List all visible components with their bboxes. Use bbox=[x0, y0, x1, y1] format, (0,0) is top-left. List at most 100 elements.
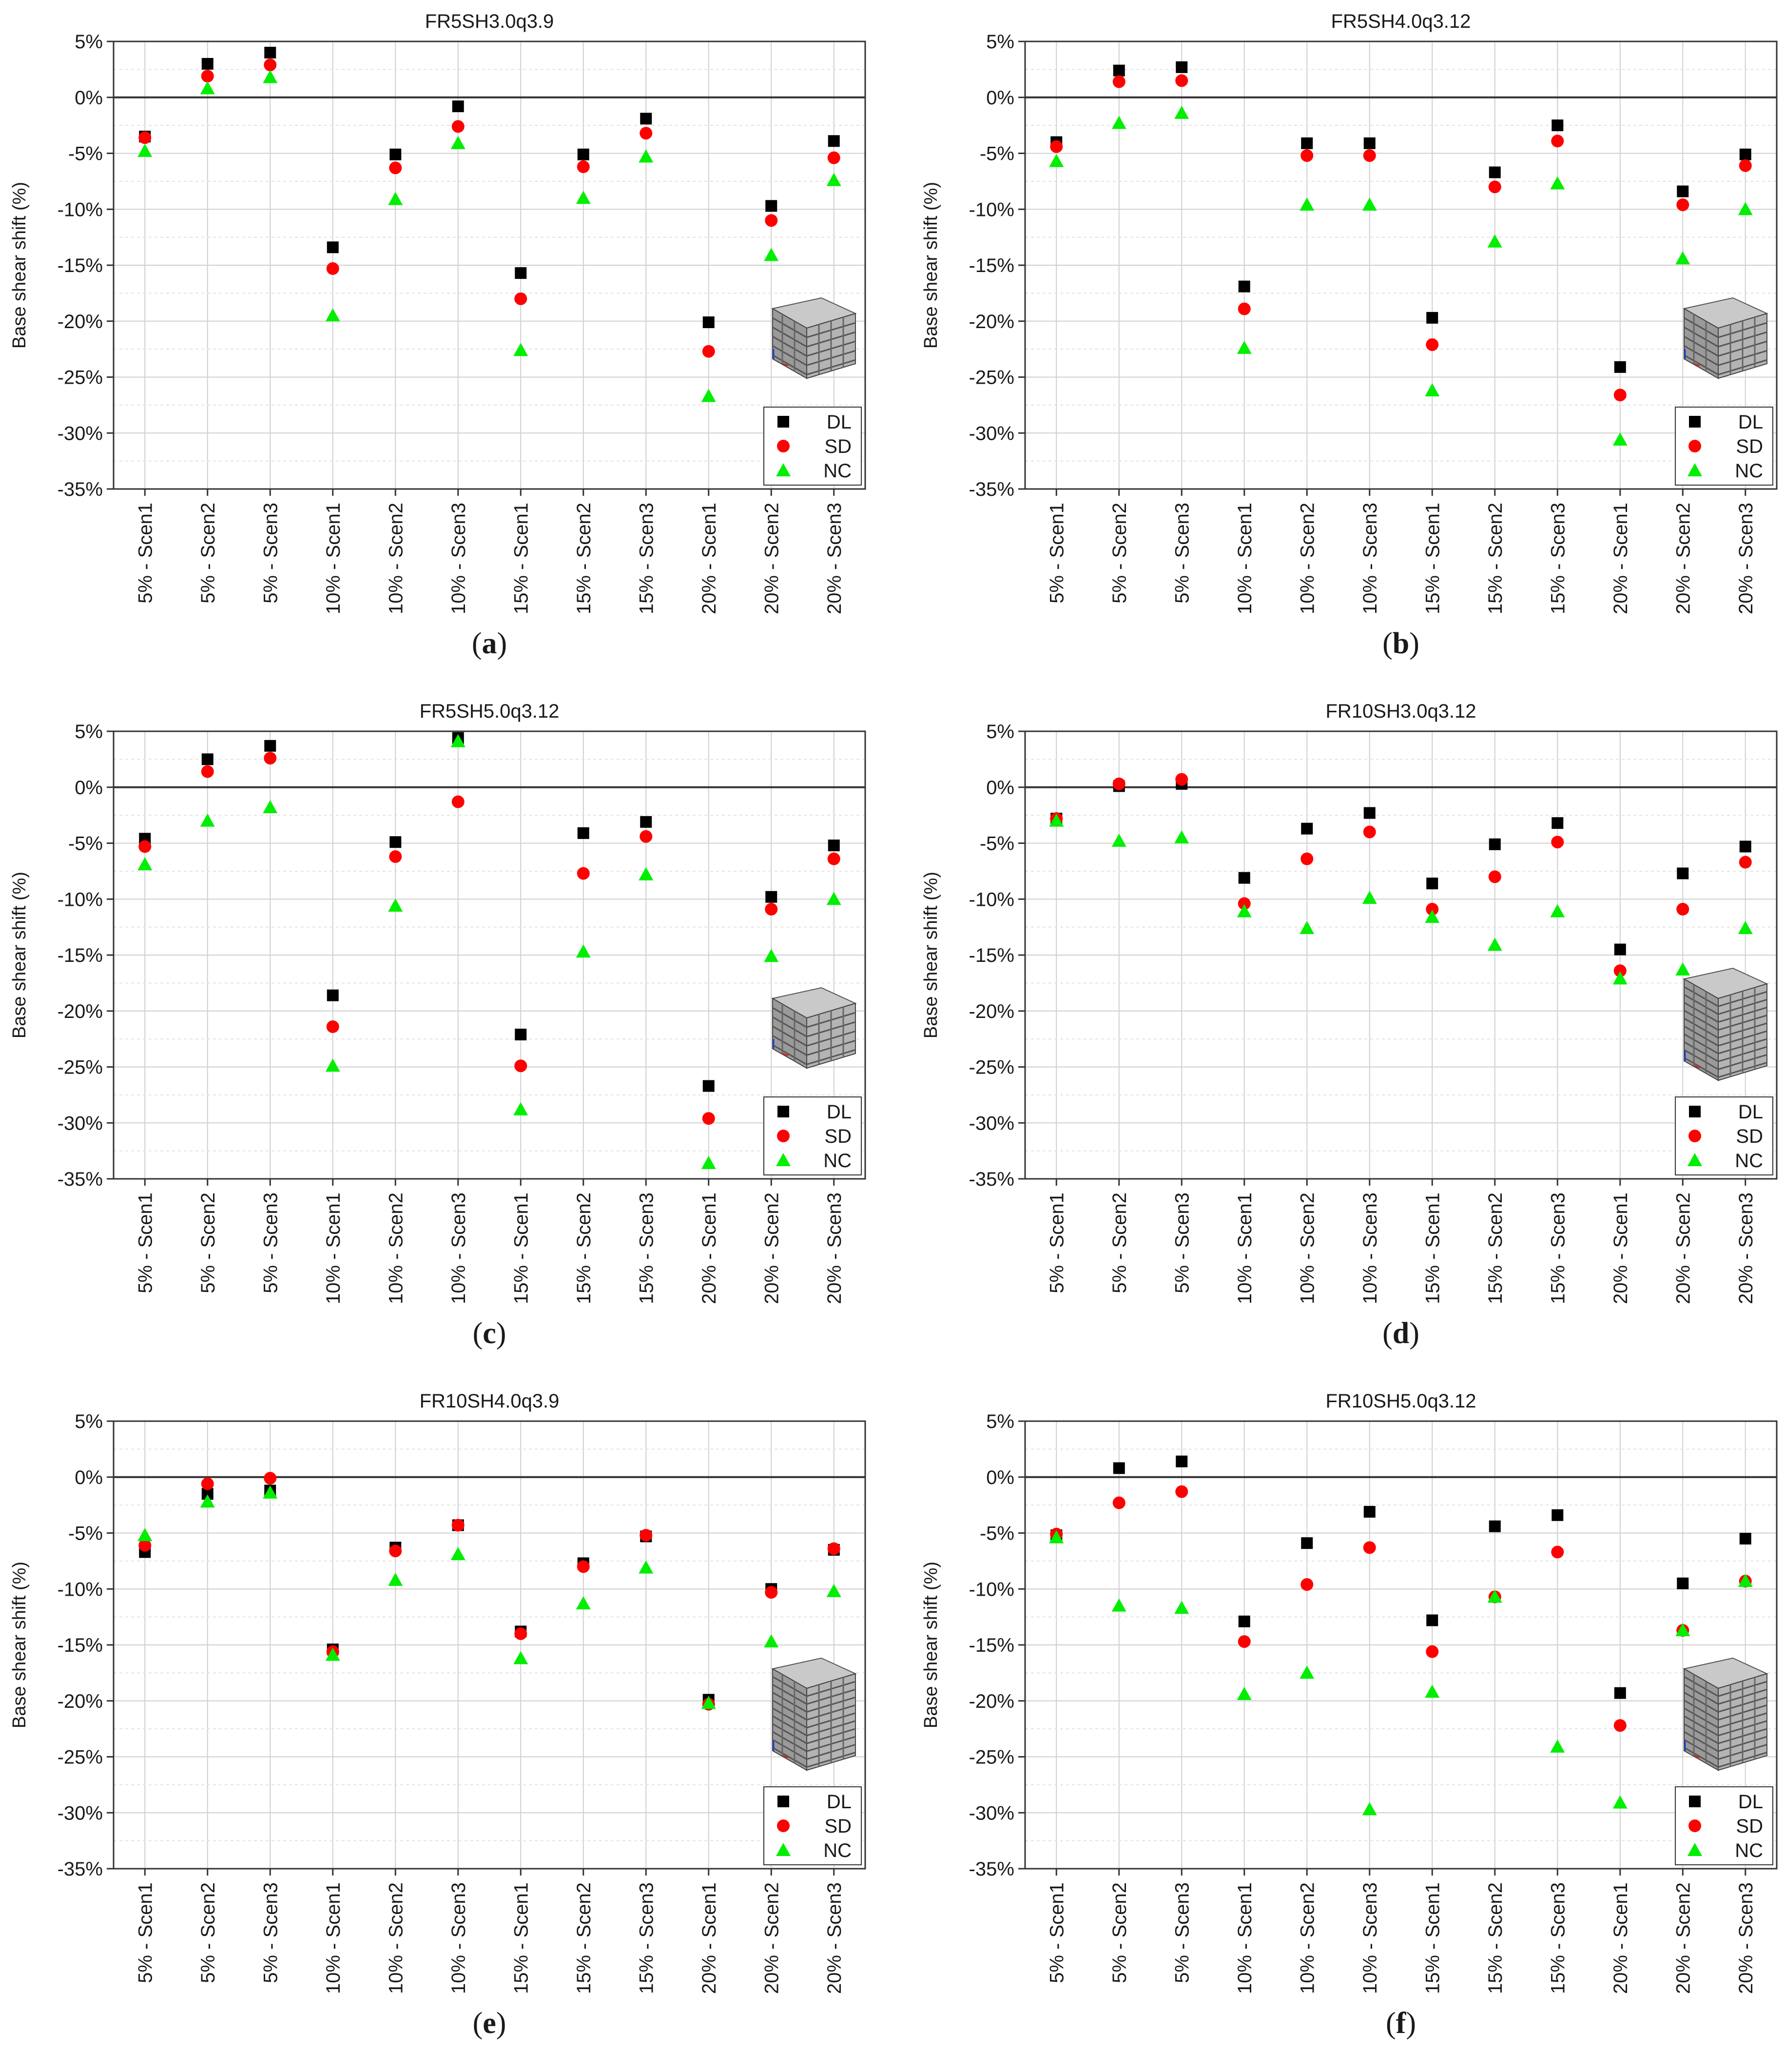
data-point-nc bbox=[200, 81, 215, 95]
data-point-nc bbox=[388, 1572, 403, 1586]
building-floor-line bbox=[772, 1692, 807, 1713]
data-point-nc bbox=[1425, 1684, 1440, 1698]
data-point-dl bbox=[1677, 185, 1689, 197]
caption-paren-open: ( bbox=[472, 627, 482, 660]
chart-panel: FR5SH4.0q3.12 5% 0% -5% -10% -15% -20% -25% -30%… bbox=[921, 11, 1778, 660]
y-tick-label: 0% bbox=[986, 87, 1014, 109]
legend-marker-sd bbox=[777, 1819, 790, 1832]
data-point-dl bbox=[264, 46, 276, 59]
y-tick-label: 0% bbox=[75, 777, 103, 799]
legend-label-sd: SD bbox=[1736, 1126, 1763, 1147]
data-point-nc bbox=[513, 1651, 528, 1664]
x-tick-label: 15% - Scen3 bbox=[1547, 1192, 1569, 1304]
data-point-dl bbox=[1489, 166, 1501, 178]
data-point-sd bbox=[1613, 389, 1627, 402]
x-tick-label: 5% - Scen2 bbox=[1109, 1192, 1130, 1293]
y-tick-label: -30% bbox=[969, 423, 1014, 444]
data-point-sd bbox=[201, 765, 214, 778]
building-floor-line bbox=[1684, 986, 1719, 1007]
x-tick-label: 15% - Scen2 bbox=[573, 1882, 595, 1994]
building-3d-icon bbox=[1683, 297, 1768, 379]
y-tick-label: -15% bbox=[969, 1635, 1014, 1656]
data-point-sd bbox=[1175, 773, 1188, 786]
axis-x-indicator bbox=[1693, 1755, 1700, 1759]
data-point-nc bbox=[200, 813, 215, 827]
x-tick-label: 5% - Scen3 bbox=[260, 1882, 281, 1983]
data-point-dl bbox=[389, 836, 402, 848]
y-tick-label: -30% bbox=[969, 1113, 1014, 1134]
data-point-sd bbox=[326, 1020, 339, 1033]
data-point-nc bbox=[764, 949, 779, 962]
building-floor-line bbox=[1684, 1707, 1719, 1729]
data-point-dl bbox=[1426, 878, 1438, 890]
building-3d-icon bbox=[1683, 1657, 1768, 1771]
caption-paren-open: ( bbox=[1382, 627, 1393, 660]
data-point-sd bbox=[138, 1539, 152, 1552]
data-point-sd bbox=[1175, 74, 1188, 87]
data-point-sd bbox=[1238, 897, 1251, 910]
data-point-dl bbox=[828, 135, 840, 147]
data-point-nc bbox=[137, 857, 153, 871]
x-tick-label: 5% - Scen1 bbox=[135, 1192, 156, 1293]
data-point-dl bbox=[452, 100, 464, 113]
data-point-sd bbox=[640, 830, 653, 843]
data-point-dl bbox=[1552, 119, 1564, 132]
data-point-sd bbox=[451, 795, 465, 808]
data-point-nc bbox=[200, 1494, 215, 1508]
data-point-sd bbox=[1112, 777, 1125, 790]
data-point-nc bbox=[1049, 813, 1064, 827]
caption-paren-close: ) bbox=[1406, 2007, 1416, 2040]
data-point-dl bbox=[1238, 872, 1250, 884]
y-axis-label: Base shear shift (%) bbox=[921, 182, 941, 349]
y-tick-label: -20% bbox=[969, 311, 1014, 332]
legend-marker-dl bbox=[1689, 416, 1701, 428]
data-point-nc bbox=[1362, 890, 1377, 904]
data-point-nc bbox=[701, 1696, 716, 1709]
building-floor-line bbox=[772, 1747, 807, 1768]
legend-marker-nc bbox=[1688, 1153, 1702, 1166]
data-point-dl bbox=[201, 58, 213, 70]
data-point-nc bbox=[826, 892, 841, 905]
legend-label-nc: NC bbox=[1735, 1150, 1763, 1172]
y-tick-label: -5% bbox=[68, 1523, 103, 1544]
data-point-sd bbox=[514, 1627, 527, 1641]
data-point-dl bbox=[1301, 822, 1313, 835]
panel-caption: (c) bbox=[473, 1317, 506, 1350]
caption-paren-close: ) bbox=[497, 627, 507, 660]
x-tick-label: 5% - Scen3 bbox=[1171, 1882, 1193, 1983]
data-point-dl bbox=[765, 200, 777, 212]
data-point-sd bbox=[1050, 140, 1063, 153]
axis-x-indicator bbox=[782, 1053, 789, 1056]
building-floor-line bbox=[1684, 1700, 1719, 1720]
data-point-dl bbox=[577, 148, 589, 160]
data-point-dl bbox=[389, 148, 402, 160]
data-point-nc bbox=[263, 800, 278, 814]
data-point-nc bbox=[450, 1547, 466, 1561]
building-floor-line bbox=[772, 326, 807, 348]
legend-label-sd: SD bbox=[1736, 436, 1763, 457]
x-tick-label: 5% - Scen2 bbox=[197, 1192, 219, 1293]
y-tick-label: -5% bbox=[68, 143, 103, 165]
data-point-dl bbox=[1238, 280, 1250, 293]
data-point-sd bbox=[1363, 149, 1376, 162]
data-point-sd bbox=[451, 1519, 465, 1532]
x-tick-label: 15% - Scen1 bbox=[510, 1882, 532, 1994]
y-tick-label: 5% bbox=[986, 721, 1014, 743]
building-floor-line bbox=[1684, 994, 1719, 1015]
x-tick-label: 5% - Scen2 bbox=[197, 503, 219, 604]
x-tick-label: 10% - Scen1 bbox=[1234, 503, 1256, 614]
y-tick-label: -20% bbox=[58, 1691, 103, 1712]
data-point-nc bbox=[1425, 383, 1440, 397]
data-point-sd bbox=[827, 1542, 840, 1555]
y-tick-label: -15% bbox=[58, 945, 103, 966]
data-point-nc bbox=[1738, 1574, 1753, 1587]
building-floor-line bbox=[772, 317, 807, 338]
building-floor-line bbox=[772, 1016, 807, 1037]
building-floor-line bbox=[772, 1007, 807, 1028]
data-point-nc bbox=[325, 1647, 340, 1661]
data-point-nc bbox=[701, 1155, 716, 1169]
legend-marker-sd bbox=[1688, 440, 1701, 452]
data-point-nc bbox=[639, 867, 654, 880]
x-tick-label: 15% - Scen2 bbox=[1485, 1882, 1506, 1994]
panel-caption: (f) bbox=[1386, 2007, 1416, 2040]
